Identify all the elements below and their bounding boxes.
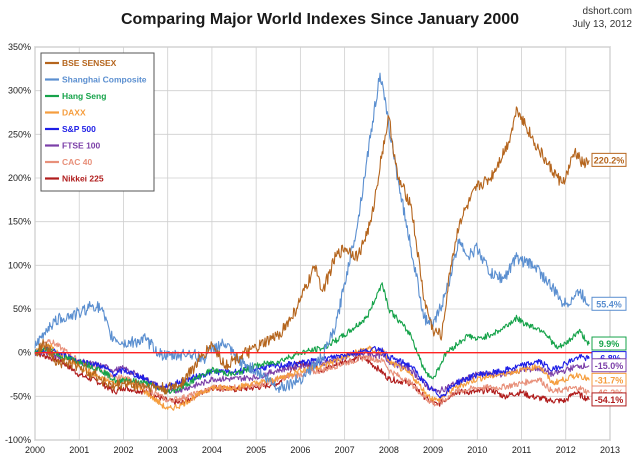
- end-label: -15.0%: [595, 361, 624, 371]
- end-label: 220.2%: [594, 155, 625, 165]
- x-tick-label: 2004: [202, 445, 222, 455]
- x-tick-label: 2008: [379, 445, 399, 455]
- chart-date: July 13, 2012: [573, 19, 633, 30]
- x-tick-label: 2001: [69, 445, 89, 455]
- end-label-box: [591, 392, 627, 407]
- y-tick-label: 300%: [8, 86, 31, 96]
- y-tick-label: 350%: [8, 42, 31, 52]
- y-tick-label: -50%: [10, 391, 31, 401]
- legend-label: Nikkei 225: [62, 174, 104, 184]
- series-line: [34, 106, 590, 395]
- chart-title: Comparing Major World Indexes Since Janu…: [121, 11, 519, 28]
- y-tick-label: 100%: [8, 260, 31, 270]
- y-tick-label: 50%: [13, 304, 31, 314]
- legend-label: CAC 40: [62, 157, 93, 167]
- end-label: -31.7%: [595, 375, 624, 385]
- end-label-box: [591, 336, 627, 351]
- x-tick-label: 2000: [25, 445, 45, 455]
- y-tick-label: 150%: [8, 217, 31, 227]
- x-tick-label: 2011: [512, 445, 531, 455]
- x-tick-label: 2003: [158, 445, 178, 455]
- legend-label: FTSE 100: [62, 141, 101, 151]
- x-tick-label: 2009: [423, 445, 443, 455]
- end-label: 55.4%: [596, 299, 622, 309]
- legend-label: BSE SENSEX: [62, 58, 117, 68]
- y-tick-label: 0%: [18, 348, 31, 358]
- end-label-box: [591, 152, 627, 167]
- x-tick-label: 2002: [113, 445, 133, 455]
- y-tick-label: -100%: [5, 435, 31, 445]
- legend-label: S&P 500: [62, 124, 96, 134]
- y-tick-label: 250%: [8, 129, 31, 139]
- legend-label: Shanghai Composite: [62, 75, 147, 85]
- end-label: 9.9%: [599, 339, 620, 349]
- x-tick-label: 2013: [600, 445, 620, 455]
- end-label-box: [591, 296, 627, 311]
- x-tick-label: 2006: [290, 445, 310, 455]
- x-tick-label: 2010: [467, 445, 487, 455]
- x-tick-label: 2005: [246, 445, 266, 455]
- x-tick-label: 2007: [335, 445, 355, 455]
- y-tick-label: 200%: [8, 173, 31, 183]
- end-label-box: [591, 358, 627, 373]
- chart-source: dshort.com: [583, 6, 632, 17]
- series-line: [34, 72, 590, 394]
- plot-area: 350%300%250%200%150%100%50%0%-50%-100%20…: [5, 42, 627, 455]
- end-label: -54.1%: [595, 395, 624, 405]
- series-line: [34, 345, 590, 399]
- legend-label: DAXX: [62, 108, 86, 118]
- legend-label: Hang Seng: [62, 91, 106, 101]
- legend-box: [40, 52, 155, 192]
- x-tick-label: 2012: [556, 445, 576, 455]
